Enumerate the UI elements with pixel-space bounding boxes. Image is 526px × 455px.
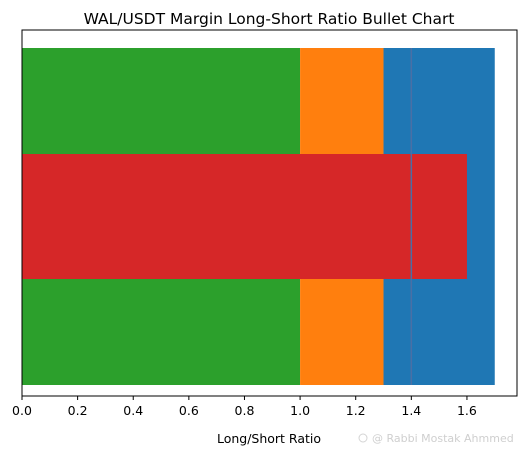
watermark-text: @ Rabbi Mostak Ahmmed [372, 432, 514, 445]
plot-area [22, 48, 495, 385]
x-tick-label-1: 0.2 [68, 403, 88, 418]
x-tick-label-4: 0.8 [235, 403, 255, 418]
watermark: @ Rabbi Mostak Ahmmed [358, 432, 514, 445]
chart-title: WAL/USDT Margin Long-Short Ratio Bullet … [84, 10, 455, 28]
x-axis: 0.0 0.2 0.4 0.6 0.8 1.0 1.2 1.4 1.6 [12, 396, 477, 418]
x-tick-label-6: 1.2 [346, 403, 366, 418]
x-tick-label-8: 1.6 [457, 403, 477, 418]
plot-frame [21, 29, 518, 397]
x-axis-label: Long/Short Ratio [217, 431, 321, 446]
x-tick-label-3: 0.6 [179, 403, 199, 418]
measure-bar [22, 154, 467, 279]
watermark-icon [358, 433, 368, 443]
x-tick-label-5: 1.0 [290, 403, 310, 418]
x-tick-label-2: 0.4 [123, 403, 143, 418]
x-tick-label-0: 0.0 [12, 403, 32, 418]
x-tick-label-7: 1.4 [401, 403, 421, 418]
